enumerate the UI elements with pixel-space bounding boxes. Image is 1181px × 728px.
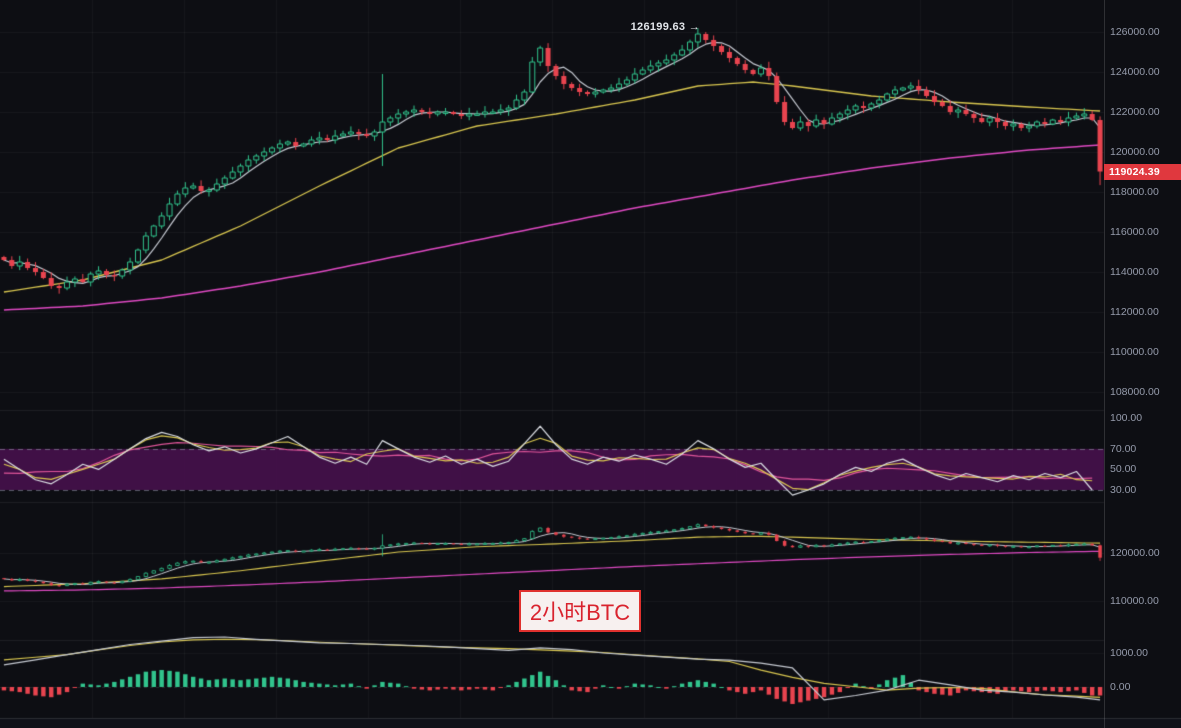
axis-tick: 108000.00 [1110,386,1160,398]
axis-tick: 110000.00 [1110,346,1159,358]
axis-tick: 0.00 [1110,681,1131,693]
axis-tick: 122000.00 [1110,106,1160,118]
last-price-badge: 119024.39 [1104,164,1181,180]
axis-tick: 114000.00 [1110,266,1159,278]
peak-price-annotation: 126199.63 → [630,21,700,33]
axis-tick: 120000.00 [1110,547,1160,559]
axis-tick: 116000.00 [1110,226,1159,238]
timeframe-symbol-label: 2小时BTC [519,590,641,632]
price-axis[interactable]: 126000.00 124000.00 122000.00 120000.00 1180… [1104,0,1181,728]
axis-tick: 100.00 [1110,412,1143,424]
axis-tick: 126000.00 [1110,26,1160,38]
axis-tick: 1000.00 [1110,647,1148,659]
axis-tick: 120000.00 [1110,146,1160,158]
axis-tick: 118000.00 [1110,186,1159,198]
axis-tick: 110000.00 [1110,595,1159,607]
axis-tick: 124000.00 [1110,66,1160,78]
axis-tick: 70.00 [1110,442,1137,455]
axis-tick: 112000.00 [1110,306,1159,318]
axis-tick: 50.00 [1110,463,1137,476]
axis-tick: 30.00 [1110,484,1137,496]
